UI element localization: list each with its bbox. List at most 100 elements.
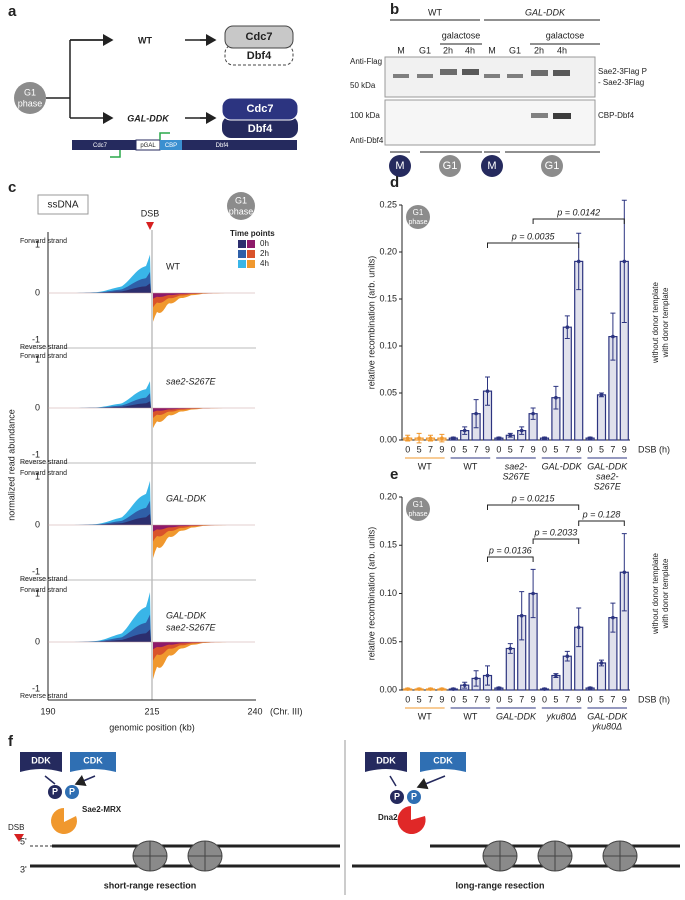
label: G1 (24, 87, 36, 97)
label: 2h (534, 45, 544, 55)
label: (Chr. III) (270, 706, 303, 716)
mean-dot (611, 334, 615, 339)
mean-dot (576, 259, 581, 264)
bracket (532, 218, 625, 224)
mean-dot (485, 389, 490, 393)
x-tick-label: 7 (610, 444, 615, 454)
y-tick-label: 0 (35, 636, 40, 646)
group-label: WT (463, 711, 477, 721)
x-tick-label: 0 (542, 694, 547, 704)
mean-dot (554, 673, 558, 678)
label: Sae2-3Flag P (598, 67, 647, 76)
label: Reverse strand (20, 576, 68, 583)
label: Anti-Dbf4 (350, 136, 384, 145)
label: Forward strand (20, 470, 67, 477)
label: G1 (509, 45, 521, 55)
mean-dot (417, 436, 421, 440)
label: Reverse strand (20, 693, 68, 700)
x-tick-label: 5 (462, 444, 467, 454)
bracket (487, 556, 534, 562)
y-axis-label: normalized read abundance (6, 409, 16, 521)
x-tick-label: 7 (610, 694, 615, 704)
mean-dot (542, 436, 547, 440)
y-tick-label: 1 (35, 354, 40, 364)
label: pGAL (140, 143, 156, 149)
label: phase (408, 511, 427, 518)
bracket (487, 504, 580, 510)
x-tick-label: 7 (474, 444, 479, 454)
label: G1 (443, 160, 458, 172)
x-tick-label: 7 (474, 694, 479, 704)
p-value: p = 0.2033 (534, 527, 578, 537)
x-tick-label: 9 (485, 694, 490, 704)
p-value: p = 0.0142 (556, 207, 600, 217)
label: 5' (20, 836, 27, 846)
label: galactose (442, 30, 481, 40)
group-label: yku80Δ (591, 721, 622, 731)
x-tick-label: 5 (599, 694, 604, 704)
label: Cdc7 (246, 31, 273, 43)
mean-dot (531, 411, 535, 416)
panel-letter: f (8, 733, 14, 750)
y-tick-label: 0 (35, 402, 40, 412)
forward-profile (48, 513, 151, 525)
y-tick-label: 0.15 (379, 540, 397, 550)
label: phase (408, 219, 427, 226)
reverse-profile (153, 642, 255, 650)
x-tick-label: 0 (405, 444, 410, 454)
bar (596, 662, 607, 691)
p-value: p = 0.0035 (511, 231, 556, 241)
reverse-profile (153, 525, 255, 532)
label: Forward strand (20, 587, 67, 594)
mean-dot (440, 436, 444, 440)
mean-dot (565, 325, 570, 330)
label: CDK (433, 755, 453, 765)
group-label: GAL-DDK (496, 711, 537, 721)
y-tick-label: -1 (32, 449, 40, 459)
label: Reverse strand (20, 459, 68, 466)
x-tick-label: 9 (576, 444, 581, 454)
legend-swatch (247, 250, 255, 258)
mean-dot (485, 673, 490, 678)
label: DSB (h) (638, 694, 670, 704)
mean-dot (462, 683, 467, 687)
x-tick-label: 7 (428, 444, 433, 454)
x-tick-label: 7 (565, 444, 570, 454)
g1-badge (14, 82, 46, 114)
label: M (397, 45, 405, 55)
group-label: sae2- (505, 461, 528, 471)
reverse-profile (153, 293, 255, 299)
p-value: p = 0.0136 (488, 545, 532, 555)
x-tick-label: 5 (553, 694, 558, 704)
legend-entry: without donor template (651, 552, 660, 634)
group-label: sae2- (596, 471, 619, 481)
label: Time points (230, 229, 275, 238)
panel-letter: a (8, 3, 17, 20)
y-tick-label: 0 (35, 519, 40, 529)
blot-dbf4 (384, 99, 596, 146)
x-tick-label: 0 (496, 444, 501, 454)
label: 100 kDa (350, 111, 380, 120)
y-tick-label: 0.25 (379, 199, 397, 209)
reverse-profile (153, 408, 255, 413)
label: CBP (165, 143, 177, 149)
x-tick-label: 9 (531, 444, 536, 454)
x-tick-label: 5 (417, 444, 422, 454)
x-tick-label: 5 (508, 444, 513, 454)
label: Forward strand (20, 353, 67, 360)
legend-entry: with donor template (661, 287, 670, 358)
y-tick-label: 0.05 (379, 636, 397, 646)
p-value: p = 0.0215 (511, 493, 556, 503)
label: 4h (465, 45, 475, 55)
label: ssDNA (47, 200, 78, 211)
forward-profile (48, 283, 151, 293)
y-axis-label: relative recombination (arb. units) (366, 527, 376, 661)
x-tick-label: 9 (439, 694, 444, 704)
x-tick-label: 9 (485, 444, 490, 454)
mean-dot (622, 259, 627, 264)
label: 4h (260, 259, 269, 268)
label: Dbf4 (248, 123, 273, 135)
x-tick-label: 240 (247, 706, 262, 716)
x-tick-label: 7 (519, 694, 524, 704)
